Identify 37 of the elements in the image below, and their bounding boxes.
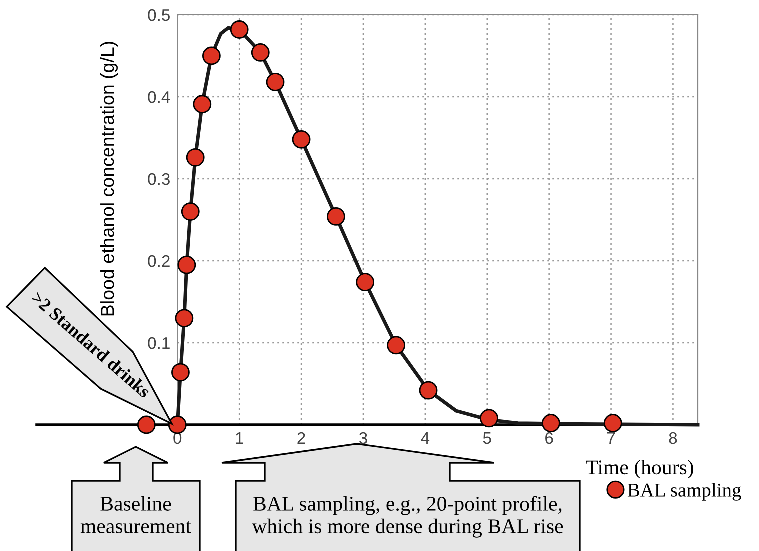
point: [193, 95, 212, 114]
x-tick-label: 3: [359, 432, 368, 444]
x-axis-title: Time (hours): [586, 460, 694, 479]
point: [172, 363, 190, 382]
point: [387, 336, 406, 355]
y-tick-label: 0.2: [148, 255, 170, 268]
point: [175, 309, 194, 328]
x-tick-label: 5: [483, 432, 492, 444]
point: [266, 73, 285, 92]
y-tick-label: 0.3: [148, 173, 170, 186]
point: [356, 273, 375, 292]
y-tick-label: 0.4: [148, 91, 170, 104]
point: [137, 416, 156, 434]
x-tick-label: 8: [669, 432, 678, 444]
x-tick-label: 6: [546, 432, 554, 444]
point: [181, 202, 200, 221]
point: [202, 46, 221, 66]
y-tick-label: 0.5: [148, 9, 170, 22]
y-tick-label: 0.1: [148, 337, 170, 350]
text: Baseline measurement: [80, 496, 192, 534]
point: [480, 409, 498, 428]
x-tick-label: 1: [236, 432, 244, 444]
point: [292, 130, 311, 149]
point: [542, 414, 560, 433]
point: [230, 20, 249, 39]
point: [186, 148, 205, 167]
x-tick-label: 2: [298, 432, 306, 444]
point: [178, 256, 196, 274]
text: BAL sampling, e.g., 20-point profile, which is more dense during BAL rise: [252, 496, 564, 538]
point: [251, 44, 270, 62]
point: [327, 208, 346, 226]
point: [604, 414, 622, 433]
x-tick-label: 7: [607, 432, 616, 444]
point: [168, 416, 187, 434]
x-tick-label: 4: [421, 432, 430, 444]
legend-label: BAL sampling: [628, 483, 742, 501]
point: [419, 381, 438, 400]
